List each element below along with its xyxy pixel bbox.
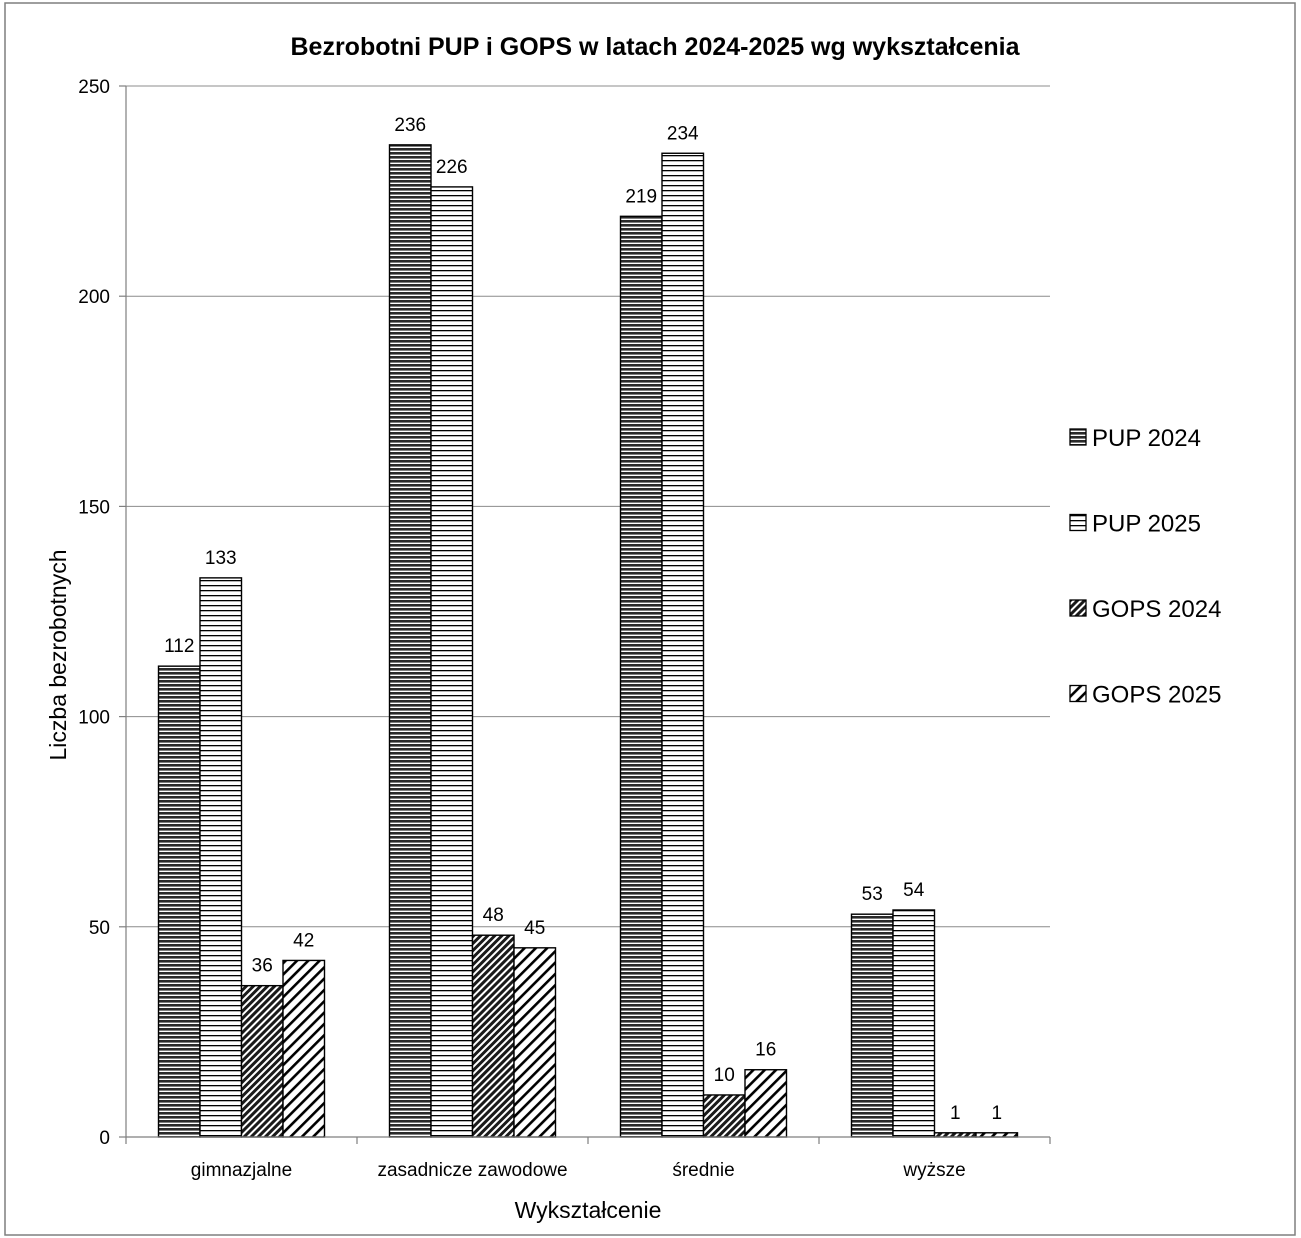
y-tick-label: 50 — [89, 918, 110, 939]
bar — [471, 934, 515, 1138]
y-tick-label: 150 — [78, 497, 110, 518]
bar — [619, 215, 663, 1138]
chart-title: Bezrobotni PUP i GOPS w latach 2024-2025… — [291, 33, 1021, 61]
data-label: 1 — [991, 1103, 1002, 1124]
data-label: 36 — [252, 956, 273, 977]
bars — [157, 144, 1019, 1138]
y-axis: 0 50 100 150 200 250 — [78, 77, 127, 1149]
legend-swatch — [1069, 513, 1087, 532]
bar — [240, 984, 284, 1138]
data-label: 1 — [950, 1103, 961, 1124]
data-label: 226 — [436, 157, 468, 178]
data-label: 219 — [625, 186, 657, 207]
bar — [661, 152, 705, 1138]
x-tick-label: zasadnicze zawodowe — [377, 1160, 567, 1181]
x-axis: gimnazjalne zasadnicze zawodowe średnie wyż… — [125, 1136, 1051, 1181]
bar — [744, 1069, 788, 1138]
data-label: 234 — [667, 123, 699, 144]
y-tick-label: 100 — [78, 708, 110, 729]
y-tick-label: 0 — [99, 1128, 110, 1149]
data-label: 42 — [293, 930, 314, 951]
bar — [282, 959, 326, 1138]
data-label: 236 — [394, 115, 426, 136]
legend-swatch — [1069, 428, 1087, 446]
legend: PUP 2024 PUP 2025 GOPS 2024 GOPS 2025 — [1069, 425, 1221, 709]
y-tick-label: 200 — [78, 287, 110, 308]
x-axis-title: Wykształcenie — [515, 1197, 662, 1223]
legend-label: PUP 2024 — [1092, 425, 1201, 452]
legend-label: GOPS 2025 — [1092, 682, 1221, 709]
legend-label: PUP 2025 — [1092, 511, 1201, 538]
data-label: 16 — [755, 1040, 776, 1061]
bar — [199, 577, 243, 1138]
bar — [975, 1132, 1019, 1138]
bar — [933, 1132, 977, 1138]
bar — [430, 186, 474, 1138]
y-axis-title: Liczba bezrobotnych — [45, 550, 71, 761]
bar — [157, 665, 201, 1138]
x-tick-label: wyższe — [902, 1160, 965, 1181]
y-tick-label: 250 — [78, 77, 110, 98]
data-label: 48 — [483, 905, 504, 926]
data-label: 45 — [524, 918, 545, 939]
data-label: 54 — [903, 880, 925, 901]
data-label: 112 — [164, 636, 194, 657]
bar — [388, 144, 432, 1138]
data-label: 53 — [862, 884, 883, 905]
bar — [702, 1094, 746, 1138]
x-tick-label: średnie — [672, 1160, 734, 1181]
bar — [513, 947, 557, 1138]
legend-swatch — [1069, 599, 1087, 617]
bar — [850, 913, 894, 1138]
data-label: 10 — [714, 1065, 735, 1086]
legend-label: GOPS 2024 — [1092, 596, 1221, 623]
data-label: 133 — [205, 548, 237, 569]
legend-swatch — [1069, 684, 1087, 703]
bar — [892, 909, 936, 1138]
data-labels: 112 236 219 53 133 226 234 54 36 48 10 1 42 45 16 1 — [164, 115, 1002, 1124]
x-tick-label: gimnazjalne — [191, 1160, 292, 1181]
